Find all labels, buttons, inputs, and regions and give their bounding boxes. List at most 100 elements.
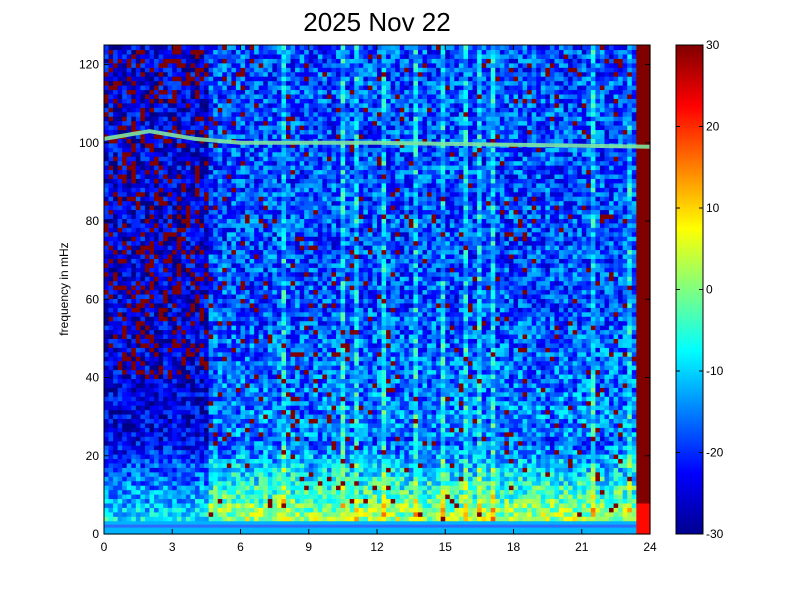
heatmap-cell bbox=[172, 267, 178, 273]
heatmap-cell bbox=[208, 485, 214, 491]
heatmap-cell bbox=[295, 360, 301, 366]
heatmap-cell bbox=[249, 271, 255, 277]
heatmap-cell bbox=[299, 356, 305, 362]
heatmap-cell bbox=[163, 125, 169, 131]
heatmap-cell bbox=[222, 427, 228, 433]
heatmap-cell bbox=[181, 476, 187, 482]
heatmap-cell bbox=[108, 462, 114, 468]
heatmap-cell bbox=[295, 365, 301, 371]
heatmap-cell bbox=[217, 218, 223, 224]
heatmap-cell bbox=[245, 298, 251, 304]
heatmap-cell bbox=[204, 356, 210, 362]
heatmap-cell bbox=[176, 516, 182, 522]
heatmap-cell bbox=[131, 240, 137, 246]
heatmap-cell bbox=[240, 422, 246, 428]
heatmap-cell bbox=[144, 196, 151, 202]
heatmap-cell bbox=[104, 471, 110, 477]
heatmap-cell bbox=[122, 45, 128, 51]
heatmap-cell bbox=[267, 289, 273, 295]
heatmap-cell bbox=[295, 120, 301, 126]
heatmap-cell bbox=[104, 249, 110, 255]
heatmap-cell bbox=[254, 231, 260, 237]
heatmap-cell bbox=[135, 471, 141, 477]
heatmap-cell bbox=[172, 400, 178, 406]
heatmap-cell bbox=[240, 285, 246, 291]
heatmap-cell bbox=[226, 462, 232, 468]
heatmap-cell bbox=[231, 178, 237, 184]
heatmap-cell bbox=[185, 405, 192, 411]
heatmap-cell bbox=[226, 440, 232, 446]
heatmap-cell bbox=[208, 409, 214, 415]
heatmap-cell bbox=[199, 436, 205, 442]
heatmap-cell bbox=[176, 498, 182, 504]
heatmap-cell bbox=[263, 449, 269, 455]
heatmap-cell bbox=[113, 253, 119, 259]
heatmap-cell bbox=[126, 120, 132, 126]
heatmap-cell bbox=[199, 449, 205, 455]
heatmap-cell bbox=[122, 453, 128, 460]
heatmap-cell bbox=[163, 222, 169, 228]
heatmap-cell bbox=[131, 138, 137, 144]
heatmap-cell bbox=[126, 338, 132, 344]
heatmap-cell bbox=[240, 373, 246, 380]
heatmap-cell bbox=[226, 453, 232, 460]
heatmap-cell bbox=[122, 373, 128, 380]
heatmap-cell bbox=[144, 493, 151, 500]
heatmap-cell bbox=[286, 187, 292, 193]
heatmap-cell bbox=[308, 493, 314, 500]
heatmap-cell bbox=[199, 218, 205, 224]
heatmap-cell bbox=[195, 236, 201, 242]
heatmap-cell bbox=[176, 476, 182, 482]
heatmap-cell bbox=[135, 120, 141, 126]
heatmap-cell bbox=[235, 338, 242, 344]
heatmap-cell bbox=[195, 320, 201, 326]
heatmap-cell bbox=[286, 80, 292, 86]
heatmap-cell bbox=[222, 405, 228, 411]
heatmap-cell bbox=[158, 165, 164, 171]
heatmap-cell bbox=[235, 280, 242, 286]
heatmap-cell bbox=[149, 116, 155, 122]
heatmap-cell bbox=[240, 205, 246, 211]
heatmap-cell bbox=[185, 125, 192, 131]
heatmap-cell bbox=[113, 320, 119, 326]
heatmap-cell bbox=[286, 116, 292, 122]
heatmap-cell bbox=[131, 285, 137, 291]
heatmap-cell bbox=[154, 169, 160, 175]
heatmap-cell bbox=[281, 351, 287, 357]
heatmap-cell bbox=[144, 338, 151, 344]
heatmap-cell bbox=[222, 240, 228, 246]
heatmap-cell bbox=[126, 142, 132, 148]
heatmap-cell bbox=[104, 302, 110, 308]
heatmap-cell bbox=[272, 111, 278, 117]
heatmap-cell bbox=[276, 156, 283, 162]
heatmap-cell bbox=[154, 191, 160, 197]
heatmap-cell bbox=[117, 249, 123, 255]
heatmap-cell bbox=[217, 187, 223, 193]
heatmap-cell bbox=[204, 53, 210, 59]
heatmap-cell bbox=[204, 133, 210, 139]
heatmap-cell bbox=[226, 413, 232, 420]
heatmap-cell bbox=[158, 431, 164, 437]
heatmap-cell bbox=[176, 71, 182, 77]
heatmap-cell bbox=[185, 485, 192, 491]
heatmap-cell bbox=[131, 360, 137, 366]
heatmap-cell bbox=[149, 160, 155, 166]
heatmap-cell bbox=[249, 338, 255, 344]
heatmap-cell bbox=[113, 356, 119, 362]
heatmap-cell bbox=[299, 173, 305, 179]
heatmap-cell bbox=[190, 218, 196, 224]
heatmap-cell bbox=[108, 400, 114, 406]
heatmap-cell bbox=[226, 85, 232, 91]
heatmap-cell bbox=[140, 240, 146, 246]
heatmap-cell bbox=[108, 440, 114, 446]
heatmap-cell bbox=[208, 502, 214, 508]
heatmap-cell bbox=[167, 289, 173, 295]
heatmap-cell bbox=[135, 338, 141, 344]
heatmap-cell bbox=[135, 67, 141, 73]
heatmap-cell bbox=[258, 320, 264, 326]
heatmap-cell bbox=[163, 58, 169, 64]
heatmap-cell bbox=[217, 382, 223, 388]
heatmap-cell bbox=[117, 240, 123, 246]
heatmap-cell bbox=[117, 58, 123, 64]
heatmap-cell bbox=[131, 293, 137, 299]
